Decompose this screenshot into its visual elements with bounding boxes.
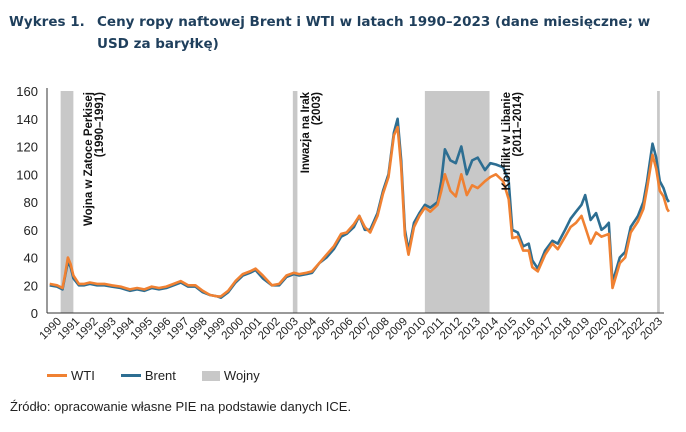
chart-number: Wykres 1. [9,14,85,30]
y-tick-label: 80 [24,195,38,210]
y-tick-label: 0 [31,306,38,321]
war-period-3 [657,91,660,313]
legend-item-brent: Brent [120,368,176,383]
war-label: Konflikt w Libanie [501,92,513,190]
legend-swatch-wti [47,374,67,377]
war-period-1 [292,91,298,313]
war-period-2 [424,91,490,313]
x-tick-label: 2023 [639,316,666,343]
war-period-0 [60,91,74,313]
axes [46,88,664,314]
source-note: Źródło: opracowanie własne PIE na podsta… [10,399,352,414]
y-tick-labels: 0 20 40 60 80 100 120 140 160 [16,84,38,321]
y-tick-label: 120 [16,140,38,155]
x-tick-labels: 1990199119921993199419951996199719981999… [38,315,666,342]
war-label-years: (2011–2014) [512,92,524,157]
y-tick-label: 60 [24,223,38,238]
legend-item-wti: WTI [47,368,95,383]
war-shading-group [60,91,660,313]
chart: 0 20 40 60 80 100 120 140 160 199019911992199319… [16,84,670,342]
chart-title-text: Ceny ropy naftowej Brent i WTI w latach … [97,14,651,52]
y-tick-label: 160 [16,84,38,99]
legend-label-brent: Brent [144,368,176,383]
legend-label-wti: WTI [71,368,95,383]
war-labels: Wojna w Zatoce Perkisej (1990–1991) Inwazj… [83,91,524,226]
legend-item-wars: Wojny [201,368,260,383]
war-label: Wojna w Zatoce Perkisej [83,92,95,226]
series-line-wti [49,125,670,298]
legend-label-wars: Wojny [223,368,260,383]
war-label-years: (2003) [311,92,323,125]
legend-swatch-wars [201,370,220,381]
series-line-brent [49,117,670,299]
legend: WTI Brent Wojny [47,368,286,383]
y-tick-label: 140 [16,112,38,127]
y-tick-label: 20 [24,278,38,293]
y-tick-label: 40 [24,251,38,266]
series-lines [49,117,670,299]
y-tick-label: 100 [16,167,38,182]
war-label: Inwazja na Irak [300,91,312,173]
war-label-years: (1990–1991) [94,92,106,157]
legend-swatch-brent [120,374,141,377]
